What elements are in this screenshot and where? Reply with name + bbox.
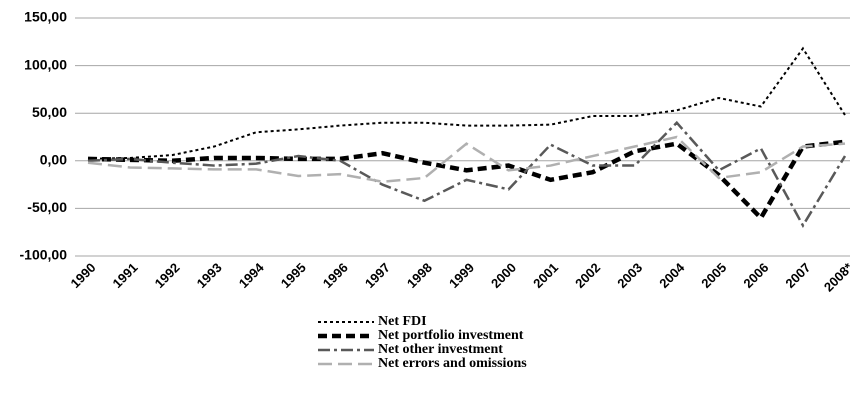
series-line	[87, 139, 846, 222]
legend-label: Net FDI	[378, 314, 427, 329]
x-tick-label: 1998	[404, 260, 435, 291]
x-tick-label: 2003	[614, 260, 645, 291]
x-tick-label: 1999	[446, 260, 477, 291]
x-tick-label: 1995	[278, 260, 309, 291]
x-tick-label: 1991	[110, 260, 141, 291]
x-tick-label: 1990	[67, 260, 98, 291]
series-line	[87, 135, 846, 184]
x-tick-label: 2006	[740, 260, 771, 291]
x-tick-label: 2004	[656, 259, 688, 291]
x-tick-label: 1997	[362, 260, 393, 291]
series-line	[87, 46, 846, 160]
x-tick-label: 1996	[320, 260, 351, 291]
x-tick-label: 2007	[782, 260, 813, 291]
y-tick-label: 0,00	[40, 152, 67, 168]
legend-label: Net other investment	[378, 342, 503, 357]
series-line	[87, 120, 847, 229]
y-tick-label: -100,00	[20, 247, 68, 263]
y-tick-label: 50,00	[32, 104, 67, 120]
y-tick-label: 100,00	[24, 56, 67, 72]
x-tick-label: 1994	[236, 259, 268, 291]
x-tick-label: 2002	[572, 260, 603, 291]
x-tick-label: 2001	[530, 260, 561, 291]
y-tick-label: 150,00	[24, 9, 67, 25]
legend-label: Net errors and omissions	[378, 356, 527, 371]
x-tick-label: 1992	[152, 260, 183, 291]
y-tick-label: -50,00	[27, 199, 67, 215]
x-tick-label: 2000	[488, 260, 519, 291]
x-tick-label: 2008*	[821, 259, 856, 294]
legend-label: Net portfolio investment	[378, 328, 524, 343]
x-tick-label: 1993	[194, 260, 225, 291]
x-tick-label: 2005	[698, 260, 729, 291]
